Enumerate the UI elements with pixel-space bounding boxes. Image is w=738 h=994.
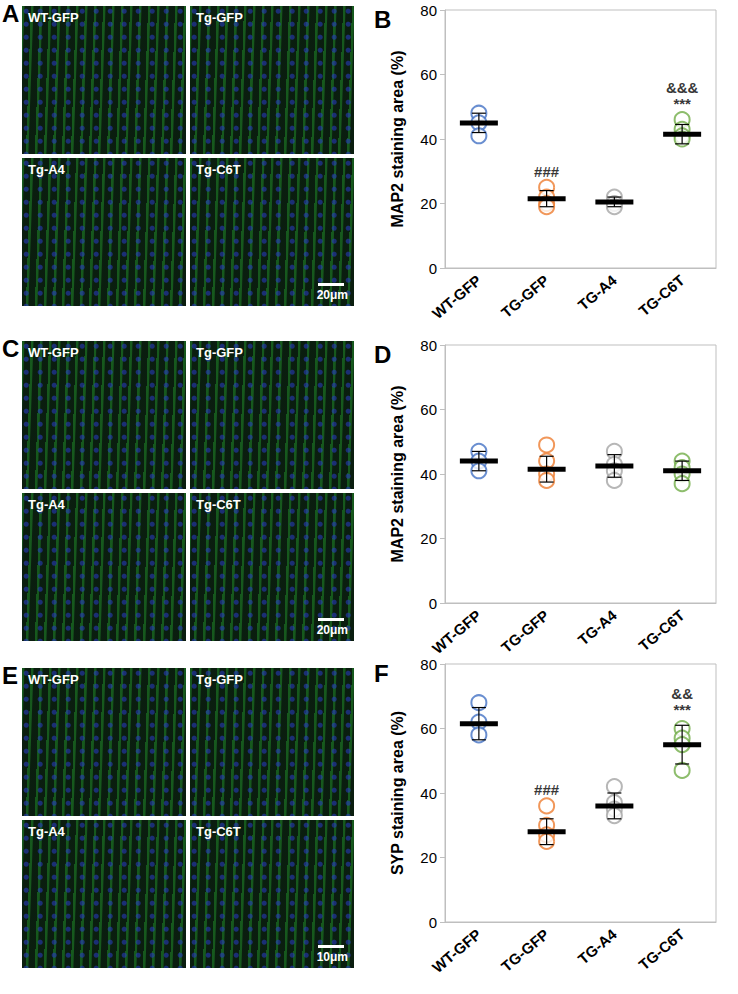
html-text:Tg-GFP: Tg-GFP bbox=[196, 345, 243, 360]
svg-text:TG-C6T: TG-C6T bbox=[635, 271, 687, 319]
html-text:Tg-C6T: Tg-C6T bbox=[196, 824, 241, 839]
svg-text:TG-C6T: TG-C6T bbox=[635, 606, 687, 654]
svg-text:TG-A4: TG-A4 bbox=[574, 271, 620, 313]
svg-text:60: 60 bbox=[420, 66, 437, 83]
html-text:A WT-GFP: A WT-GFP bbox=[2, 0, 79, 27]
svg-text:TG-GFP: TG-GFP bbox=[498, 925, 552, 974]
svg-text:TG-GFP: TG-GFP bbox=[498, 606, 552, 655]
html-text:Tg-A4: Tg-A4 bbox=[28, 497, 65, 512]
html-text:Tg-GFP: Tg-GFP bbox=[196, 10, 243, 25]
svg-text:&&: && bbox=[671, 685, 693, 702]
html-text:Tg-GFP: Tg-GFP bbox=[196, 672, 243, 687]
svg-text:0: 0 bbox=[429, 260, 437, 277]
svg-text:MAP2 staining area (%): MAP2 staining area (%) bbox=[389, 51, 406, 228]
svg-text:80: 80 bbox=[420, 2, 437, 19]
svg-text:0: 0 bbox=[429, 595, 437, 612]
svg-text:WT-GFP: WT-GFP bbox=[429, 606, 485, 657]
svg-text:60: 60 bbox=[420, 720, 437, 737]
html-text:E: E bbox=[2, 662, 18, 689]
svg-text:0: 0 bbox=[429, 914, 437, 931]
svg-text:WT-GFP: WT-GFP bbox=[429, 925, 485, 976]
svg-text:***: *** bbox=[673, 95, 691, 112]
html-text:Tg-A4: Tg-A4 bbox=[28, 162, 65, 177]
svg-text:***: *** bbox=[673, 701, 691, 718]
html-text:Tg-C6T: Tg-C6T bbox=[196, 162, 241, 177]
svg-text:B: B bbox=[374, 6, 391, 33]
svg-text:20: 20 bbox=[420, 530, 437, 547]
svg-text:WT-GFP: WT-GFP bbox=[429, 271, 485, 322]
svg-text:40: 40 bbox=[420, 785, 437, 802]
html-text:20μm: 20μm bbox=[316, 288, 348, 302]
svg-text:###: ### bbox=[534, 781, 560, 798]
html-text:C WT-GFP: C WT-GFP bbox=[2, 335, 79, 362]
svg-text:TG-GFP: TG-GFP bbox=[498, 271, 552, 320]
svg-text:20: 20 bbox=[420, 195, 437, 212]
svg-text:20: 20 bbox=[420, 849, 437, 866]
html-text:20μm: 20μm bbox=[316, 623, 348, 637]
html-text:10μm: 10μm bbox=[316, 950, 348, 964]
html-text:Tg-A4: Tg-A4 bbox=[28, 824, 65, 839]
svg-text:F: F bbox=[374, 660, 389, 687]
svg-text:SYP staining area (%): SYP staining area (%) bbox=[389, 711, 406, 875]
html-text:WT-GFP: WT-GFP bbox=[28, 672, 79, 687]
svg-text:40: 40 bbox=[420, 466, 437, 483]
svg-text:TG-C6T: TG-C6T bbox=[635, 925, 687, 973]
svg-text:80: 80 bbox=[420, 337, 437, 354]
svg-text:&&&: &&& bbox=[666, 79, 699, 96]
svg-text:40: 40 bbox=[420, 131, 437, 148]
svg-text:MAP2 staining area (%): MAP2 staining area (%) bbox=[389, 386, 406, 563]
svg-text:###: ### bbox=[534, 163, 560, 180]
svg-text:60: 60 bbox=[420, 401, 437, 418]
svg-text:D: D bbox=[374, 341, 391, 368]
svg-text:80: 80 bbox=[420, 656, 437, 673]
html-text:Tg-C6T: Tg-C6T bbox=[196, 497, 241, 512]
svg-text:TG-A4: TG-A4 bbox=[574, 606, 620, 648]
svg-text:TG-A4: TG-A4 bbox=[574, 925, 620, 967]
